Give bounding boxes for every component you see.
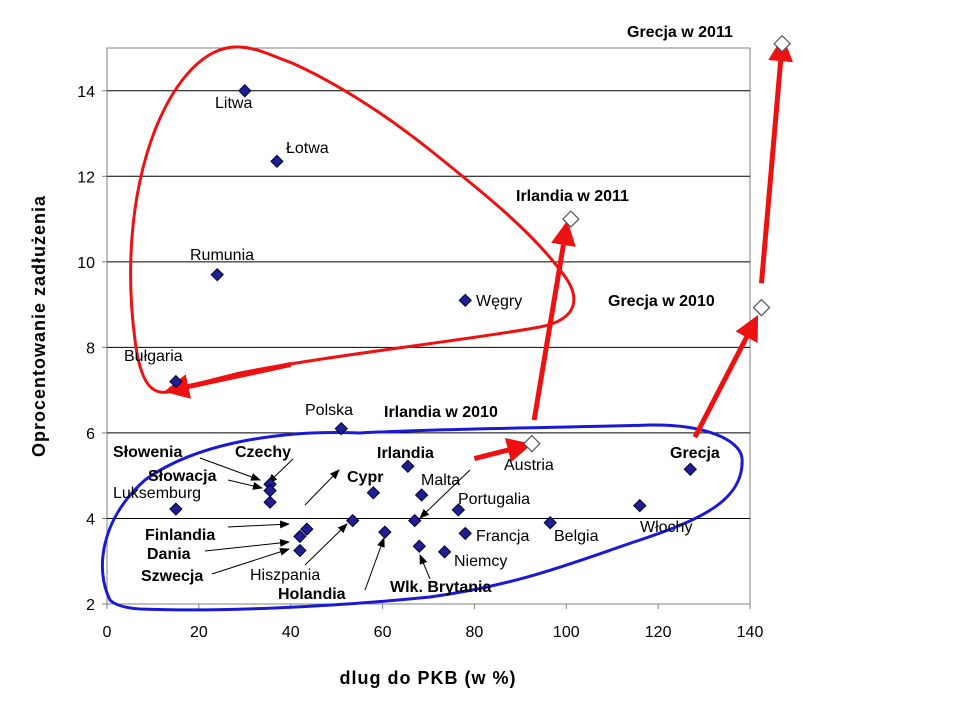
x-tick-label: 80 [466,624,484,641]
y-tick-label: 12 [77,169,95,186]
gridlines [107,90,750,519]
x-axis-title: dlug do PKB (w %) [340,668,517,688]
blue-region-outline [100,423,744,612]
data-point [300,522,314,536]
trajectory-arrows [163,36,794,463]
label-francja: Francja [476,528,529,545]
data-point [458,526,472,541]
y-tick-label: 6 [86,426,95,443]
label-bulgaria: Bułgaria [124,348,183,365]
data-point [543,516,557,530]
x-tick-label: 100 [553,624,580,641]
label-wegry: Węgry [476,293,522,310]
label-slowenia: Słowenia [113,444,182,461]
label-malta: Malta [421,472,460,489]
data-point [270,154,284,169]
data-point [633,498,647,513]
data-point-open [773,34,791,53]
y-tick-label: 14 [77,84,95,101]
y-tick-label: 4 [86,511,95,528]
data-point [346,513,360,528]
y-tick-label: 10 [77,255,95,272]
data-point [169,374,183,389]
data-point [683,462,697,476]
data-point [378,525,392,539]
data-point [169,502,183,516]
data-point [263,495,277,509]
x-tick-label: 120 [645,624,672,641]
label-grecja-2011: Grecja w 2011 [627,24,733,41]
data-point [366,486,381,500]
red-trajectory-arrow [163,362,292,399]
data-point [451,503,466,517]
data-point [293,529,307,544]
label-czechy: Czechy [235,444,291,461]
red-trajectory-arrow [758,36,794,284]
x-tick-label: 20 [190,624,208,641]
label-irlandia-2011: Irlandia w 2011 [516,188,629,205]
label-portugalia: Portugalia [458,491,530,508]
data-point [412,539,427,553]
x-tick-label: 60 [374,624,392,641]
label-szwecja: Szwecja [141,568,203,585]
x-tick-label: 140 [737,624,764,641]
label-niemcy: Niemcy [454,553,507,570]
label-rumunia: Rumunia [190,247,254,264]
y-tick-label: 2 [86,597,95,614]
red-trajectory-arrow [692,315,759,439]
y-axis-ticks: 2 4 6 8 10 12 14 [77,84,107,614]
label-luksemburg: Luksemburg [113,485,201,502]
data-point [414,488,429,502]
label-grecja: Grecja [670,445,720,462]
red-trajectory-arrow [531,220,576,421]
data-point [293,543,307,558]
data-point [238,84,252,98]
label-belgia: Belgia [554,528,599,545]
red-trajectory-arrow [473,437,533,463]
data-point-open [752,298,771,317]
label-dania: Dania [147,546,191,563]
data-point-open [522,434,541,453]
label-irlandia: Irlandia [377,445,434,462]
label-polska: Polska [305,402,353,419]
red-region-outline [129,45,576,394]
label-lotwa: Łotwa [286,140,329,157]
label-austria: Austria [504,457,554,474]
label-finlandia: Finlandia [145,527,215,544]
label-hiszpania: Hiszpania [250,567,320,584]
data-point [334,421,348,436]
data-point [401,459,415,473]
label-grecja-2010: Grecja w 2010 [608,293,715,310]
label-irlandia-2010: Irlandia w 2010 [384,404,498,421]
label-wlochy: Włochy [640,519,692,536]
label-wlk-brytania: Wlk. Brytania [390,579,491,596]
y-axis-title: Oprocentowanie zadłużenia [29,195,49,457]
data-point-open [562,210,580,228]
data-point [408,513,422,528]
leader-lines [199,457,471,591]
data-point [458,293,472,308]
x-tick-label: 40 [282,624,300,641]
data-markers [169,34,791,559]
label-cypr: Cypr [347,469,383,486]
x-axis-ticks: 0 20 40 60 80 100 120 140 [103,604,764,641]
y-tick-label: 8 [86,340,95,357]
data-point [437,545,452,559]
label-holandia: Holandia [278,586,346,603]
point-labels: Litwa Łotwa Rumunia Węgry Bułgaria Polsk… [113,24,733,603]
data-point [210,267,224,282]
label-slowacja: Słowacja [148,468,217,485]
label-litwa: Litwa [215,95,252,112]
x-tick-label: 0 [103,624,112,641]
